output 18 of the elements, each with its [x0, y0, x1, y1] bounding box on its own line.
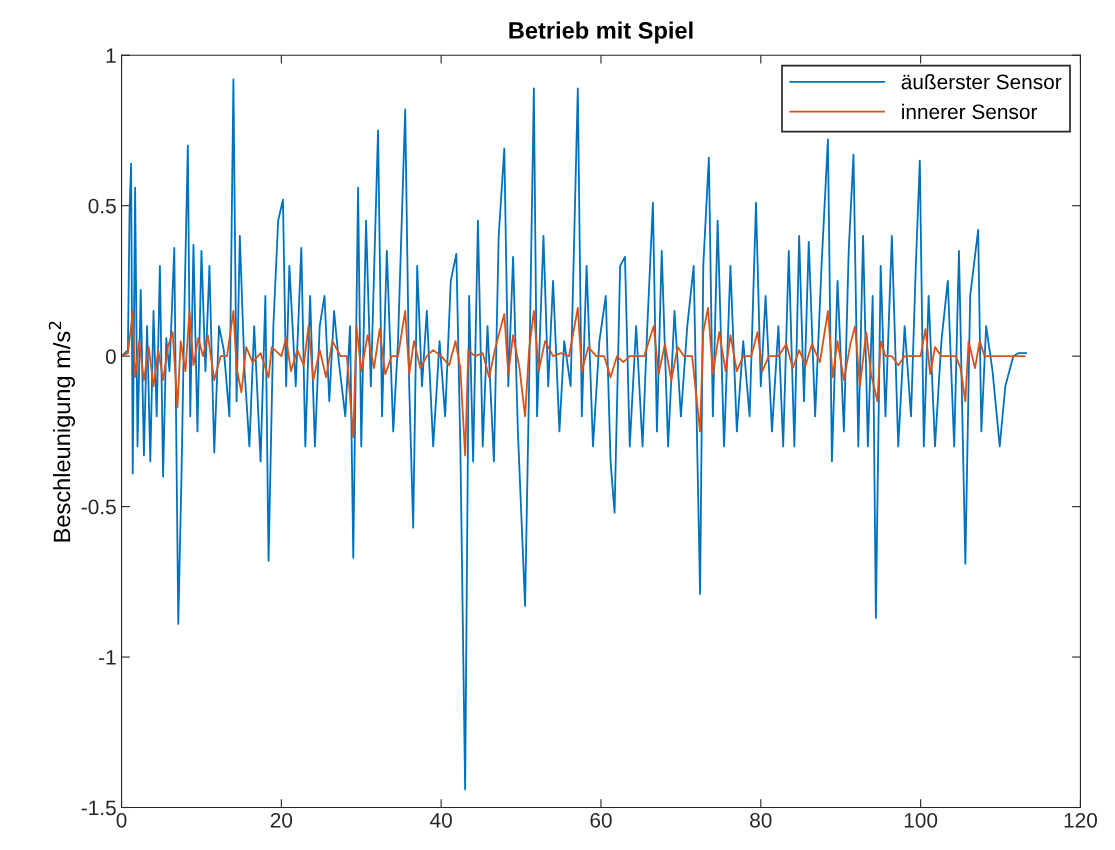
y-tick-label: -1 — [99, 650, 116, 665]
chart-title: Betrieb mit Spiel — [509, 21, 693, 44]
y-tick-label: 1 — [106, 48, 116, 63]
x-tick-label: 120 — [1064, 812, 1097, 828]
y-axis-title: Beschleunigung m/s$^{2}$ — [48, 321, 75, 542]
x-tick-label: 0 — [116, 812, 127, 828]
x-tick-label: 100 — [904, 812, 938, 828]
y-tick-label: 0.5 — [88, 198, 116, 214]
legend-label: innerer Sensor — [902, 103, 1038, 120]
x-tick-label: 40 — [430, 812, 452, 828]
x-tick-label: 60 — [590, 812, 612, 828]
y-tick-label: 0 — [105, 349, 116, 364]
y-tick-label: -0.5 — [81, 499, 116, 515]
x-tick-label: 20 — [270, 812, 293, 828]
y-tick-label: -1.5 — [81, 800, 116, 816]
line-series — [121, 307, 1026, 457]
x-tick-label: 80 — [750, 812, 772, 828]
legend-label: äußerster Sensor — [901, 74, 1062, 90]
